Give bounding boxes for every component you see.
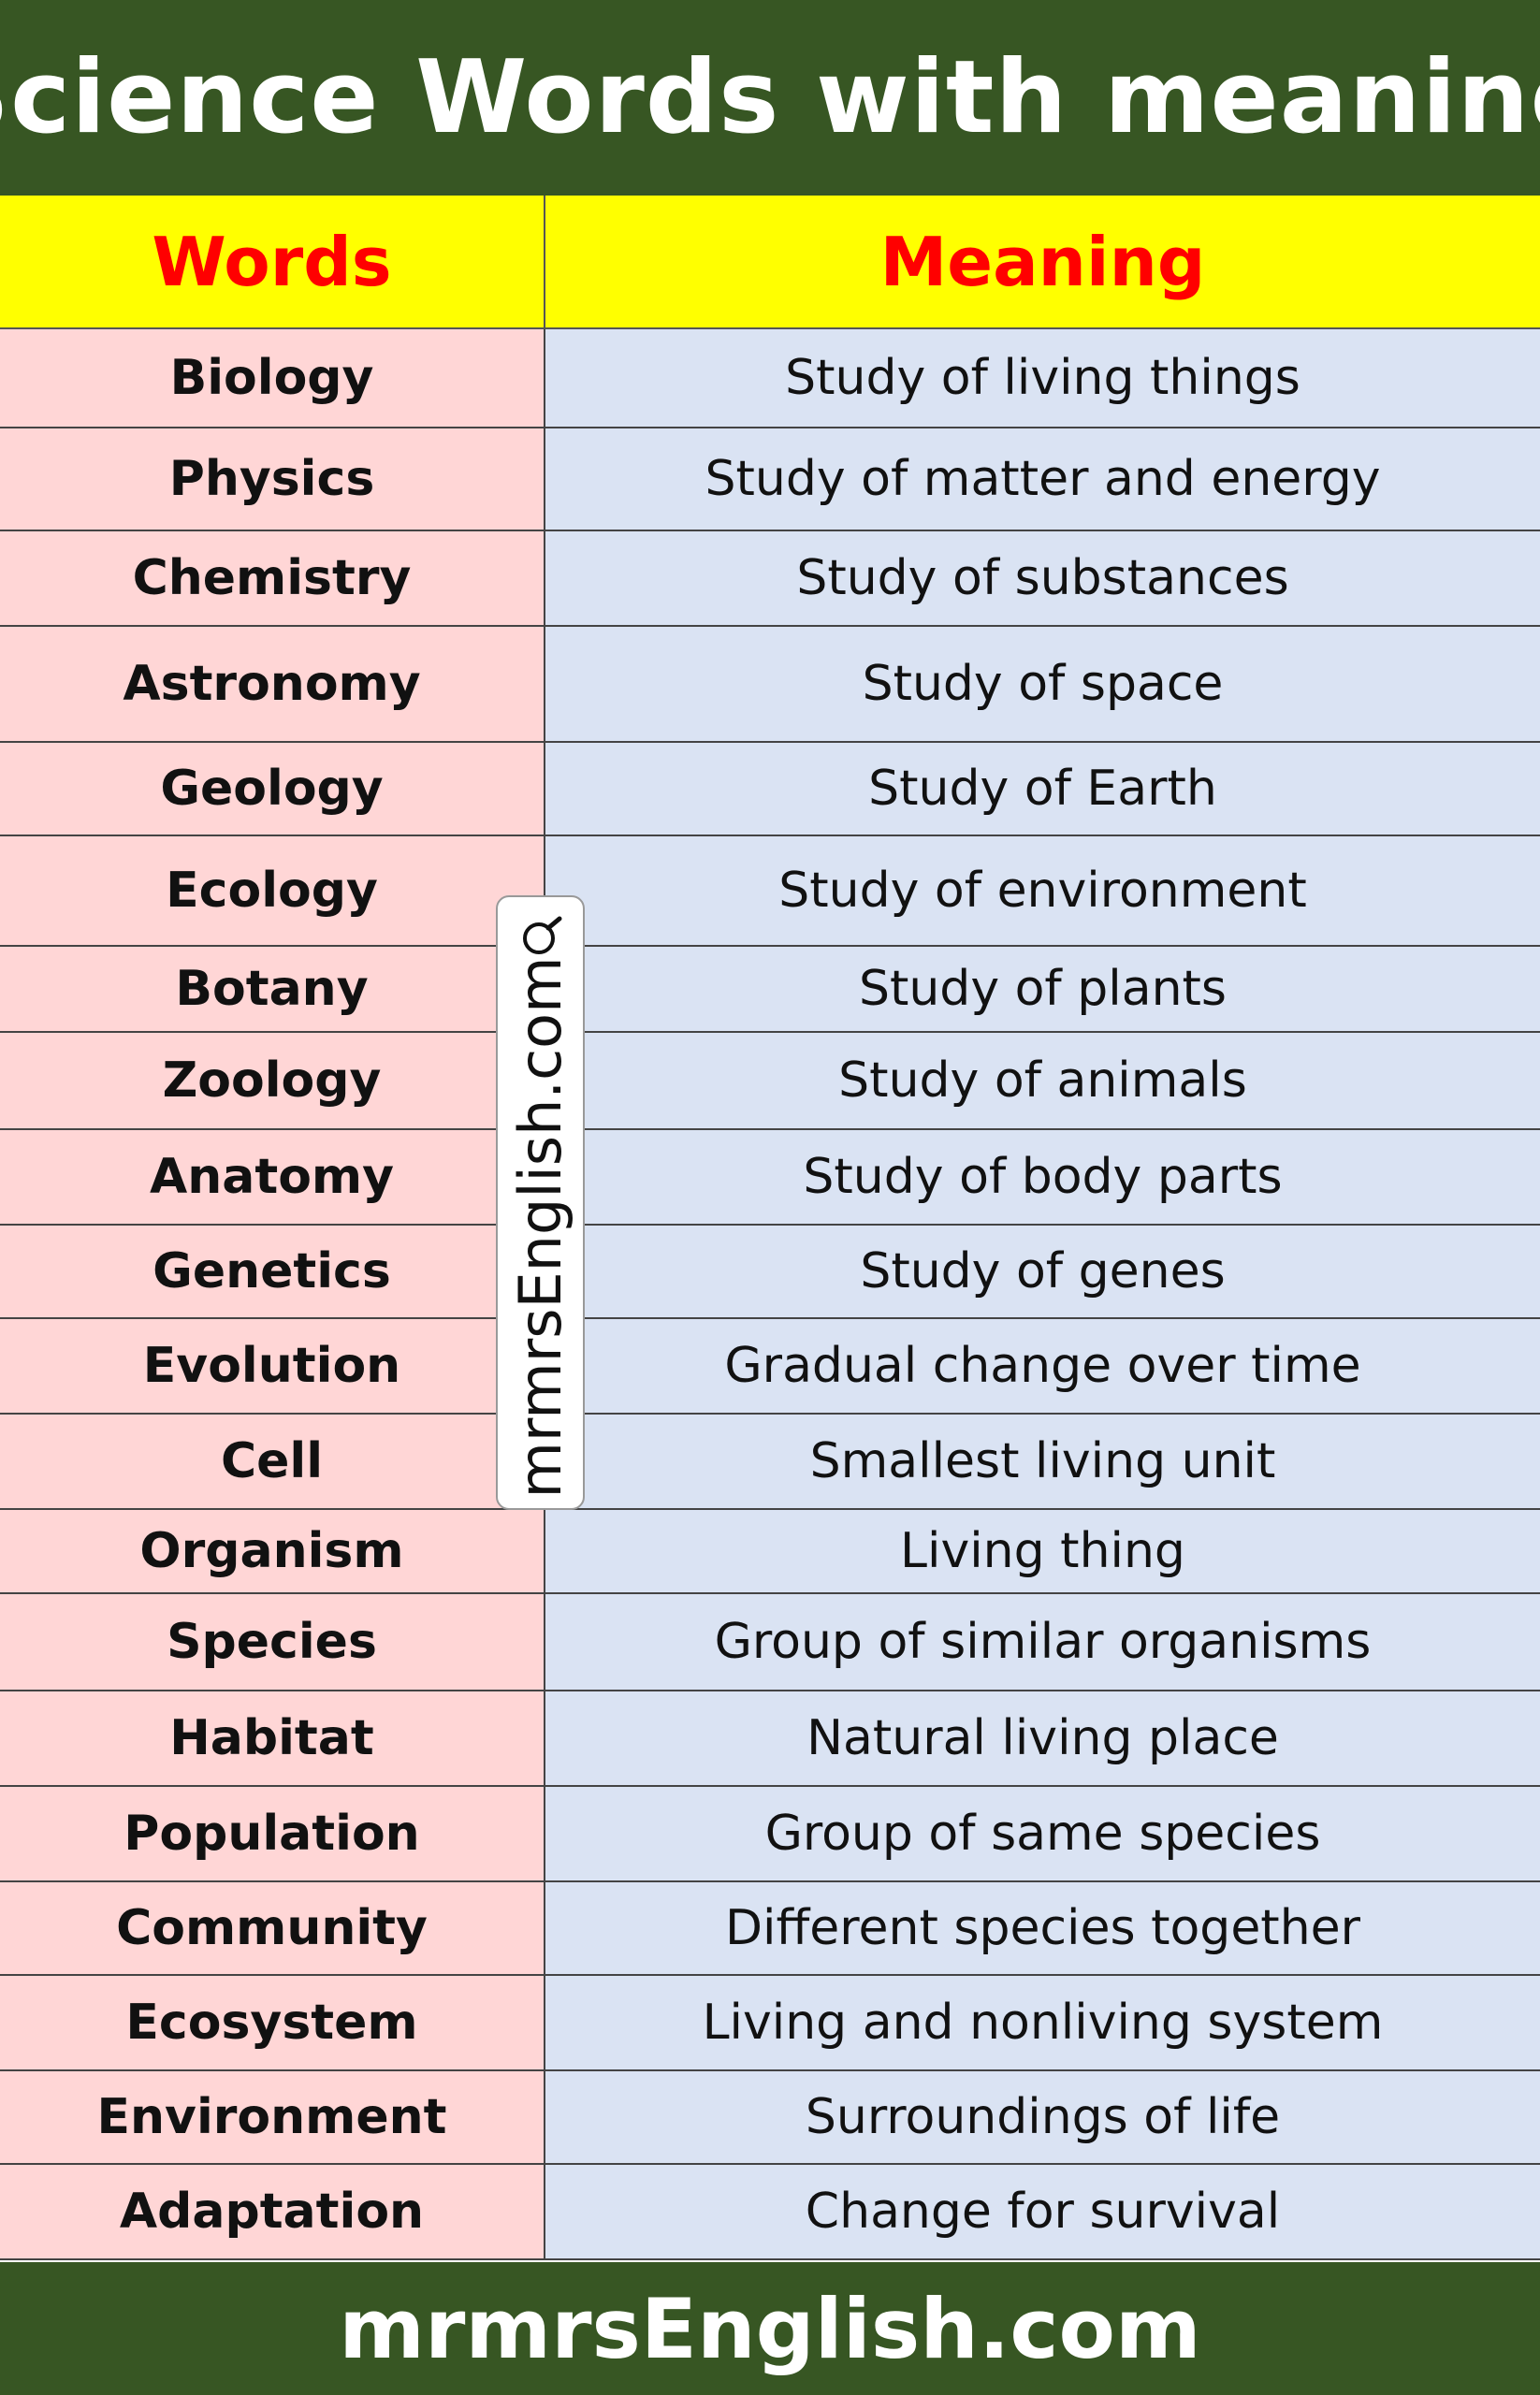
- table-row: Adaptation Change for survival: [0, 2165, 1540, 2260]
- meaning-cell: Living and nonliving system: [545, 1976, 1540, 2069]
- header-words: Words: [0, 196, 545, 327]
- table-row: Community Different species together: [0, 1882, 1540, 1976]
- word-cell: Species: [0, 1594, 545, 1690]
- table-row: Zoology Study of animals: [0, 1033, 1540, 1130]
- word-cell: Geology: [0, 743, 545, 835]
- table-row: Genetics Study of genes: [0, 1226, 1540, 1319]
- meaning-cell: Study of substances: [545, 531, 1540, 625]
- meaning-cell: Study of genes: [545, 1226, 1540, 1317]
- word-cell: Evolution: [0, 1319, 545, 1413]
- table-row: Organism Living thing: [0, 1510, 1540, 1594]
- table-row: Evolution Gradual change over time: [0, 1319, 1540, 1415]
- meaning-cell: Group of similar organisms: [545, 1594, 1540, 1690]
- table-row: Anatomy Study of body parts: [0, 1130, 1540, 1226]
- table-row: Species Group of similar organisms: [0, 1594, 1540, 1691]
- footer-text: mrmrsEnglish.com: [339, 2280, 1201, 2377]
- word-cell: Genetics: [0, 1226, 545, 1317]
- meaning-cell: Study of matter and energy: [545, 428, 1540, 530]
- table-row: Botany Study of plants: [0, 947, 1540, 1033]
- title-bar: Science Words with meaning: [0, 0, 1540, 196]
- table-row: Chemistry Study of substances: [0, 531, 1540, 627]
- meaning-cell: Study of Earth: [545, 743, 1540, 835]
- meaning-cell: Study of living things: [545, 329, 1540, 427]
- table-header: Words Meaning: [0, 196, 1540, 329]
- footer-bar: mrmrsEnglish.com: [0, 2262, 1540, 2395]
- table-row: Astronomy Study of space: [0, 627, 1540, 743]
- magnifier-icon: [523, 916, 562, 954]
- table-row: Population Group of same species: [0, 1787, 1540, 1882]
- word-cell: Biology: [0, 329, 545, 427]
- meaning-cell: Study of space: [545, 627, 1540, 741]
- table-row: Ecosystem Living and nonliving system: [0, 1976, 1540, 2071]
- meaning-cell: Change for survival: [545, 2165, 1540, 2258]
- word-cell: Anatomy: [0, 1130, 545, 1224]
- table-body: Biology Study of living things Physics Stud…: [0, 329, 1540, 2260]
- word-cell: Physics: [0, 428, 545, 530]
- word-cell: Environment: [0, 2071, 545, 2163]
- table-row: Ecology Study of environment: [0, 836, 1540, 947]
- word-cell: Ecosystem: [0, 1976, 545, 2069]
- meaning-cell: Natural living place: [545, 1691, 1540, 1785]
- word-cell: Organism: [0, 1510, 545, 1592]
- meaning-cell: Study of environment: [545, 836, 1540, 945]
- meaning-cell: Living thing: [545, 1510, 1540, 1592]
- table-row: Habitat Natural living place: [0, 1691, 1540, 1787]
- table-row: Geology Study of Earth: [0, 743, 1540, 836]
- table-row: Cell Smallest living unit: [0, 1415, 1540, 1510]
- meaning-cell: Different species together: [545, 1882, 1540, 1974]
- table-row: Environment Surroundings of life: [0, 2071, 1540, 2165]
- word-cell: Habitat: [0, 1691, 545, 1785]
- word-cell: Zoology: [0, 1033, 545, 1128]
- word-cell: Population: [0, 1787, 545, 1880]
- word-cell: Botany: [0, 947, 545, 1031]
- watermark-text: mrmrsEnglish.com: [505, 956, 574, 1499]
- watermark: mrmrsEnglish.com: [496, 895, 585, 1510]
- meaning-cell: Study of body parts: [545, 1130, 1540, 1224]
- word-cell: Community: [0, 1882, 545, 1974]
- table-row: Physics Study of matter and energy: [0, 428, 1540, 531]
- word-cell: Chemistry: [0, 531, 545, 625]
- page-title: Science Words with meaning: [0, 38, 1540, 156]
- word-cell: Adaptation: [0, 2165, 545, 2258]
- word-cell: Ecology: [0, 836, 545, 945]
- word-cell: Cell: [0, 1415, 545, 1508]
- word-cell: Astronomy: [0, 627, 545, 741]
- meaning-cell: Smallest living unit: [545, 1415, 1540, 1508]
- table-row: Biology Study of living things: [0, 329, 1540, 428]
- header-meaning: Meaning: [879, 222, 1206, 301]
- meaning-cell: Study of plants: [545, 947, 1540, 1031]
- meaning-cell: Gradual change over time: [545, 1319, 1540, 1413]
- meaning-cell: Group of same species: [545, 1787, 1540, 1880]
- meaning-cell: Study of animals: [545, 1033, 1540, 1128]
- meaning-cell: Surroundings of life: [545, 2071, 1540, 2163]
